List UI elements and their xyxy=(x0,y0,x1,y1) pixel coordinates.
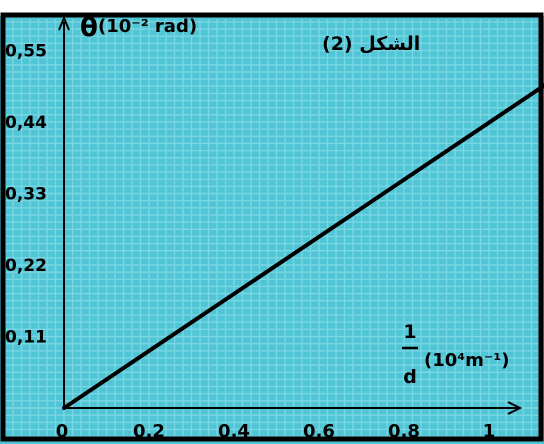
y-tick-label: 0,22 xyxy=(5,256,47,276)
y-axis-arrow xyxy=(58,15,70,31)
y-axis-symbol: θ xyxy=(80,13,98,43)
y-tick-label: 0,55 xyxy=(5,42,47,62)
axis-labels: θ (10⁻² rad) الشكل (2) 1 d (10⁴m⁻¹) xyxy=(80,13,510,388)
x-axis-fraction-denominator: d xyxy=(403,366,417,388)
x-tick-label: 0,4 xyxy=(218,421,250,442)
x-tick-label: 0,8 xyxy=(388,421,420,442)
series xyxy=(62,83,544,410)
x-tick-label: 0 xyxy=(56,421,69,442)
y-tick-label: 0,44 xyxy=(5,113,47,133)
x-tick-label: 0,6 xyxy=(303,421,335,442)
x-tick-label: 1 xyxy=(483,421,496,442)
x-axis-unit: (10⁴m⁻¹) xyxy=(424,350,510,371)
x-axis-fraction-numerator: 1 xyxy=(403,321,416,343)
series-line xyxy=(62,83,544,410)
outer-frame xyxy=(0,12,544,442)
figure-caption: الشكل (2) xyxy=(322,33,420,55)
y-tick-label: 0,11 xyxy=(5,328,47,348)
x-axis-arrow xyxy=(507,401,523,415)
axes xyxy=(58,15,523,415)
y-tick-label: 0,33 xyxy=(5,185,47,205)
x-tick-label: 0,2 xyxy=(133,421,165,442)
top-band xyxy=(0,0,544,16)
tick-labels: 00,20,40,60,811,20,110,220,330,440,55 xyxy=(5,42,496,443)
y-axis-unit: (10⁻² rad) xyxy=(98,16,197,37)
